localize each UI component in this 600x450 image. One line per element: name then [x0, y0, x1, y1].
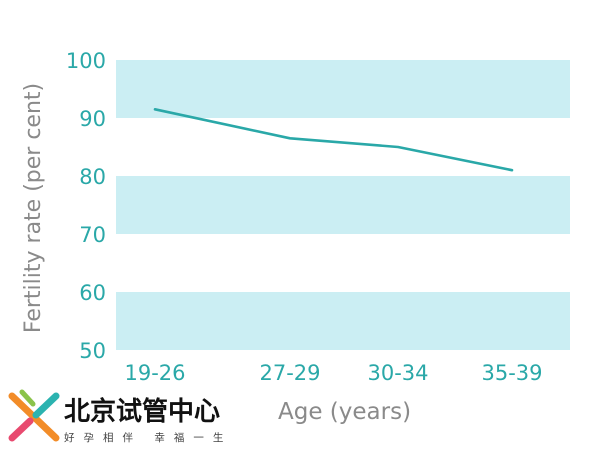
x-axis-ticks: 19-26 27-29 30-34 35-39: [124, 361, 542, 385]
y-axis-label: Fertility rate (per cent): [21, 83, 46, 333]
y-tick-label: 60: [79, 281, 106, 305]
logo: 北京试管中心 好孕相伴 幸福一生: [8, 389, 232, 444]
x-tick-label: 27-29: [259, 361, 320, 385]
logo-name: 北京试管中心: [64, 396, 220, 427]
y-tick-label: 100: [66, 49, 106, 73]
y-tick-label: 90: [79, 107, 106, 131]
x-axis-label: Age (years): [278, 399, 411, 425]
background-band: [116, 292, 570, 350]
background-bands: [116, 60, 570, 350]
logo-x-icon: [8, 389, 60, 442]
y-tick-label: 50: [79, 339, 106, 363]
y-axis-ticks: 50 60 70 80 90 100: [66, 49, 106, 363]
y-tick-label: 70: [79, 223, 106, 247]
background-band: [116, 60, 570, 118]
x-tick-label: 30-34: [367, 361, 428, 385]
x-tick-label: 35-39: [481, 361, 542, 385]
series-line: [153, 108, 514, 172]
y-tick-label: 80: [79, 165, 106, 189]
x-tick-label: 19-26: [124, 361, 185, 385]
logo-slogan: 好孕相伴 幸福一生: [64, 431, 232, 444]
background-band: [116, 176, 570, 234]
